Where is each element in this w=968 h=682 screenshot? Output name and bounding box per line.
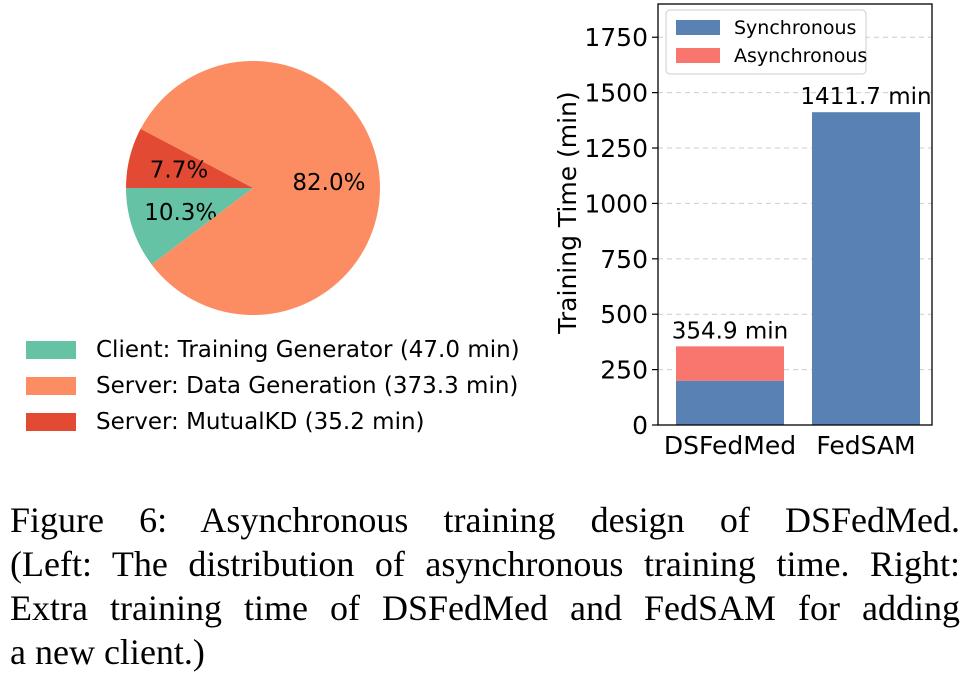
pie-slice <box>126 128 253 188</box>
legend-swatch <box>676 20 720 35</box>
y-tick-label: 1000 <box>584 189 648 218</box>
pie-legend: Client: Training Generator (47.0 min) Se… <box>26 332 520 440</box>
bar-legend: Synchronous Asynchronous <box>665 9 867 75</box>
bar-segment <box>676 380 784 425</box>
pie-slice <box>140 61 380 315</box>
x-tick-label: FedSAM <box>816 431 915 460</box>
y-tick-label: 1750 <box>584 23 648 52</box>
legend-label: Synchronous <box>734 17 856 39</box>
legend-swatch <box>26 341 76 359</box>
caption-line: a new client.) <box>10 632 205 672</box>
legend-label: Asynchronous <box>734 45 867 67</box>
x-tick-label: DSFedMed <box>664 431 796 460</box>
legend-label: Client: Training Generator (47.0 min) <box>96 337 520 363</box>
y-tick-label: 250 <box>600 356 648 385</box>
pie-slice <box>126 188 253 265</box>
pie-slice-label: 82.0% <box>292 170 365 196</box>
pie-slice-label: 10.3% <box>144 200 217 226</box>
bar-chart: 354.9 min DSFedMed 1411.7 min FedSAM 0 250 500… <box>553 3 933 460</box>
bar-segment <box>812 112 920 426</box>
y-tick-label: 500 <box>600 300 648 329</box>
pie-slice-label: 7.7% <box>150 158 208 184</box>
caption-line: (Left: The distribution of asynchronous … <box>10 544 960 584</box>
y-tick-label: 0 <box>632 411 648 440</box>
figure-caption: Figure 6: Asynchronous training design o… <box>10 498 960 674</box>
pie-chart: 10.3% 82.0% 7.7% <box>126 61 380 315</box>
bar-total-label: 1411.7 min <box>800 84 931 110</box>
pie-legend-item: Client: Training Generator (47.0 min) <box>26 332 520 368</box>
plot-frame <box>657 3 933 426</box>
y-tick-label: 750 <box>600 245 648 274</box>
legend-label: Server: MutualKD (35.2 min) <box>96 409 425 435</box>
legend-label: Server: Data Generation (373.3 min) <box>96 373 519 399</box>
y-tick-label: 1500 <box>584 79 648 108</box>
bar-total-label: 354.9 min <box>672 318 789 344</box>
pie-legend-item: Server: Data Generation (373.3 min) <box>26 368 520 404</box>
legend-swatch <box>676 48 720 63</box>
y-axis-label: Training Time (min) <box>553 91 582 334</box>
y-tick-label: 1250 <box>584 134 648 163</box>
legend-swatch <box>26 377 76 395</box>
caption-line: Extra training time of DSFedMed and FedS… <box>10 588 960 628</box>
bar-segment <box>676 346 784 381</box>
pie-legend-item: Server: MutualKD (35.2 min) <box>26 404 520 440</box>
legend-swatch <box>26 413 76 431</box>
caption-line: Figure 6: Asynchronous training design o… <box>10 500 960 540</box>
